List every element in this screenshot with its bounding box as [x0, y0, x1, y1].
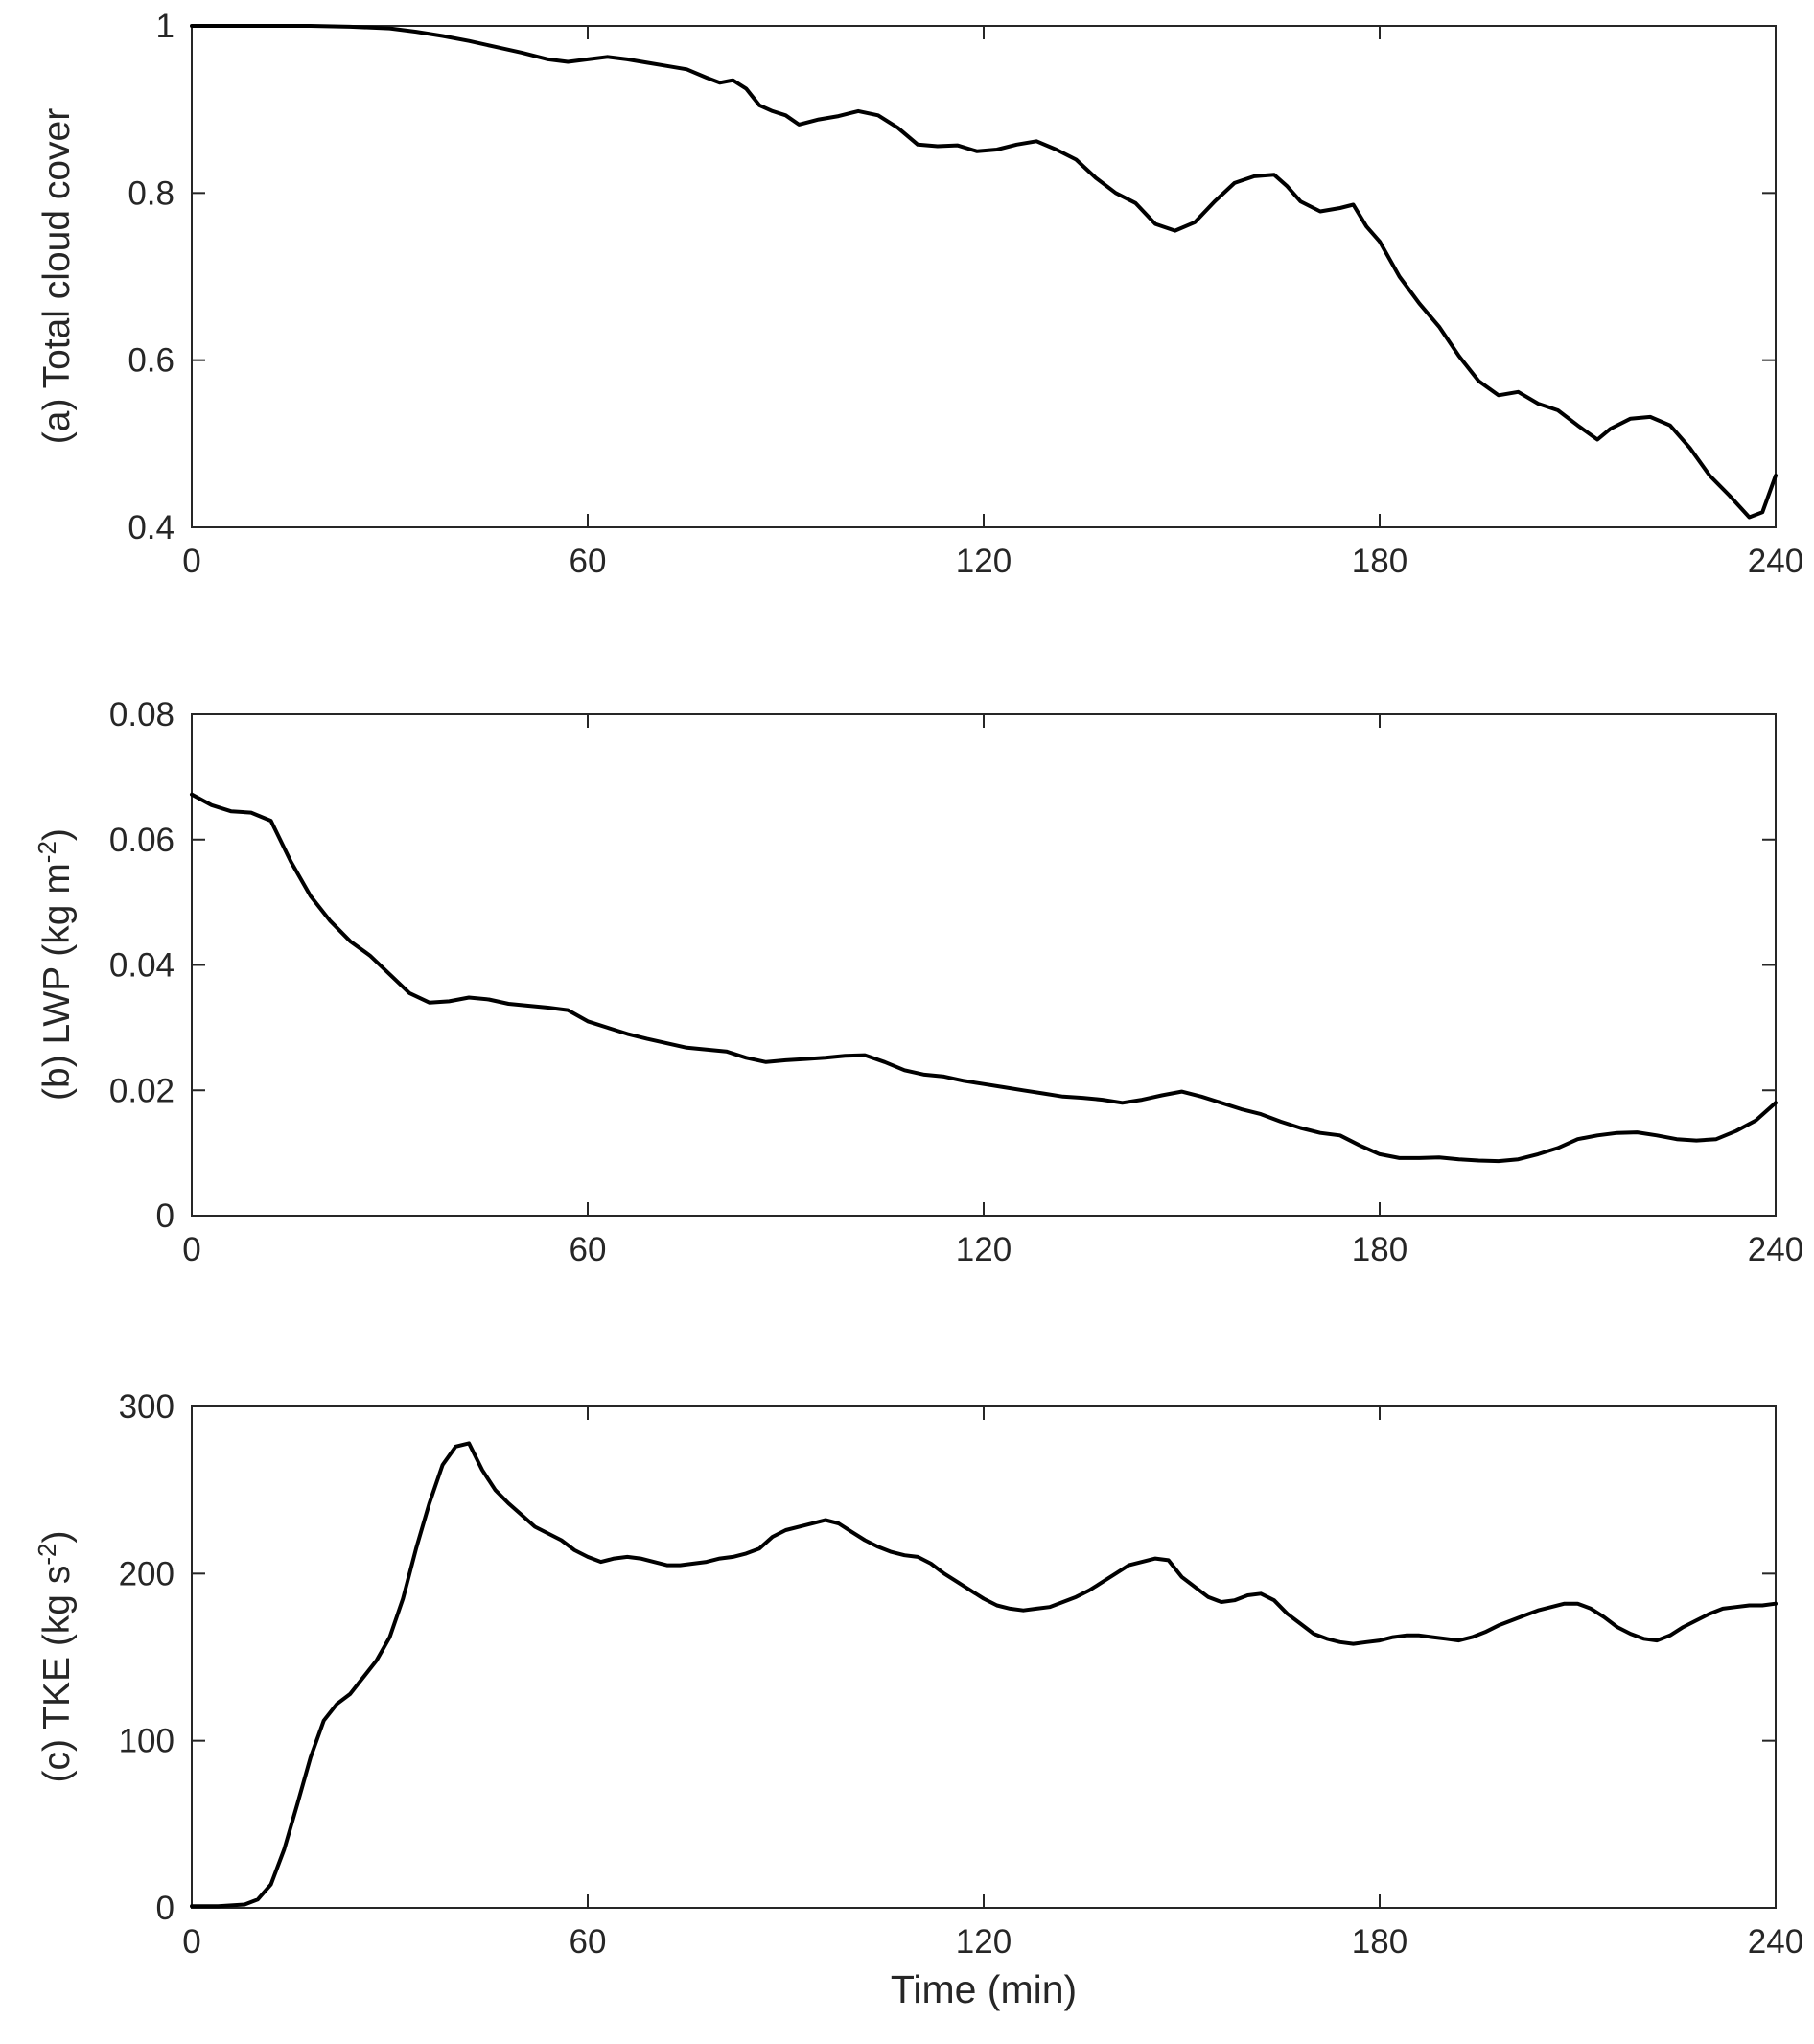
ylabel-superscript: -2	[33, 1543, 61, 1566]
plot-box	[191, 1405, 1777, 1909]
y-tick-label: 0.8	[128, 174, 174, 212]
ylabel-text: )	[36, 1530, 78, 1544]
x-tick-label: 0	[182, 1231, 200, 1268]
x-tick-label: 120	[956, 1923, 1012, 1961]
y-tick-label: 300	[119, 1388, 174, 1426]
ylabel-text: )	[36, 828, 78, 842]
y-tick-label: 100	[119, 1723, 174, 1760]
x-tick-label: 60	[570, 543, 607, 580]
y-tick-label: 0.02	[109, 1072, 174, 1109]
y-tick-label: 1	[156, 8, 174, 45]
y-tick-label: 0	[156, 1197, 174, 1235]
data-line-a	[190, 24, 1778, 520]
data-line-b	[190, 792, 1778, 1164]
y-tick-label: 200	[119, 1555, 174, 1592]
chart-panel-c: 0 60 120 180 240 0 100 200 300	[119, 1388, 1804, 1961]
chart-panel-b: 0 60 120 180 240 0 0.02 0.04 0.06 0.08	[109, 696, 1803, 1268]
x-tick-label: 0	[182, 1923, 200, 1961]
x-tick-label: 60	[570, 1231, 607, 1268]
x-tick-label: 240	[1748, 1231, 1803, 1268]
y-axis-title-a: (a) Total cloud cover	[36, 108, 79, 444]
ylabel-text: (a) Total cloud cover	[36, 107, 78, 445]
data-line-c	[190, 1441, 1778, 1909]
x-tick-label: 180	[1352, 1231, 1407, 1268]
x-tick-label: 180	[1352, 543, 1407, 580]
x-tick-label: 120	[956, 1231, 1012, 1268]
plot-box	[191, 25, 1777, 528]
x-axis-title: Time (min)	[890, 1967, 1078, 2011]
x-tick-label: 240	[1748, 1923, 1803, 1961]
y-tick-label: 0	[156, 1890, 174, 1927]
y-tick-label: 0.6	[128, 342, 174, 380]
ylabel-superscript: -2	[33, 841, 61, 864]
ylabel-text: (c) TKE (kg s	[36, 1565, 78, 1783]
chart-panel-a: 0 60 120 180 240 0.4 0.6 0.8 1	[128, 8, 1803, 580]
plot-box	[191, 713, 1777, 1217]
ylabel-text: (b) LWP (kg m	[36, 863, 78, 1101]
x-tick-label: 120	[956, 543, 1012, 580]
y-axis-title-b: (b) LWP (kg m-2)	[33, 828, 79, 1101]
x-tick-label: 240	[1748, 543, 1803, 580]
y-tick-label: 0.06	[109, 822, 174, 859]
x-tick-label: 0	[182, 543, 200, 580]
x-tick-label: 60	[570, 1923, 607, 1961]
y-tick-label: 0.08	[109, 696, 174, 733]
y-tick-label: 0.4	[128, 509, 174, 546]
y-axis-title-c: (c) TKE (kg s-2)	[33, 1530, 79, 1783]
y-tick-label: 0.04	[109, 947, 174, 985]
x-tick-label: 180	[1352, 1923, 1407, 1961]
